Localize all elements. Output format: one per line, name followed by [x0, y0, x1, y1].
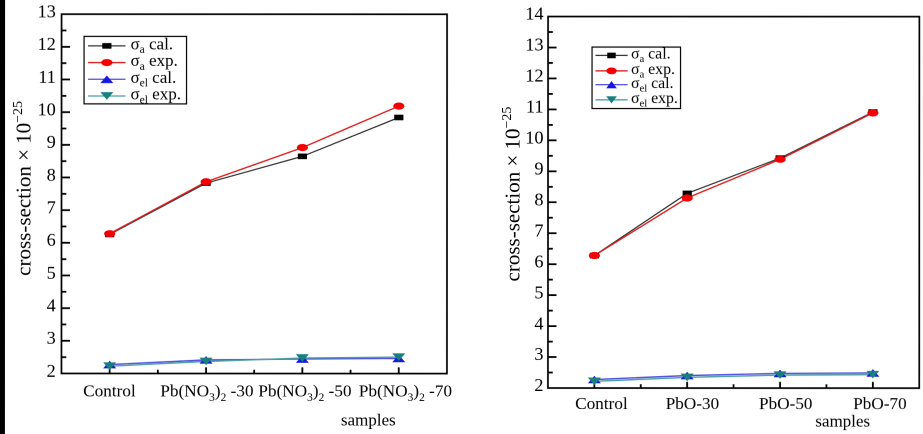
svg-text:3: 3: [47, 328, 56, 348]
svg-text:PbO-70: PbO-70: [853, 394, 906, 413]
svg-text:Pb(NO3)2 -30: Pb(NO3)2 -30: [160, 381, 253, 404]
svg-text:3: 3: [534, 344, 543, 364]
svg-text:13: 13: [38, 1, 56, 21]
svg-text:PbO-30: PbO-30: [666, 394, 719, 413]
svg-text:10: 10: [525, 128, 543, 148]
svg-text:8: 8: [47, 165, 56, 185]
svg-text:7: 7: [47, 197, 56, 217]
svg-text:4: 4: [534, 313, 543, 333]
svg-text:Control: Control: [83, 381, 136, 400]
svg-text:PbO-50: PbO-50: [759, 394, 812, 413]
svg-text:6: 6: [534, 251, 543, 271]
svg-text:Pb(NO3)2 -70: Pb(NO3)2 -70: [359, 381, 452, 404]
svg-text:2: 2: [47, 361, 56, 381]
svg-text:11: 11: [526, 97, 544, 117]
svg-text:Control: Control: [575, 394, 628, 413]
svg-text:samples: samples: [815, 411, 870, 430]
svg-text:11: 11: [38, 67, 56, 87]
svg-text:6: 6: [47, 230, 56, 250]
svg-text:Pb(NO3)2 -50: Pb(NO3)2 -50: [258, 381, 351, 404]
svg-text:12: 12: [525, 66, 543, 86]
svg-text:cross-section × 10−25: cross-section × 10−25: [500, 107, 525, 282]
svg-text:2: 2: [534, 375, 543, 395]
svg-text:9: 9: [534, 159, 543, 179]
svg-text:4: 4: [47, 295, 56, 315]
svg-text:5: 5: [534, 282, 543, 302]
svg-text:13: 13: [525, 35, 543, 55]
svg-text:σel exp.: σel exp.: [131, 84, 181, 106]
svg-text:9: 9: [47, 132, 56, 152]
svg-text:σel cal.: σel cal.: [631, 75, 673, 95]
svg-text:5: 5: [47, 263, 56, 283]
svg-text:cross-section × 10−25: cross-section × 10−25: [11, 101, 36, 276]
svg-text:σel exp.: σel exp.: [631, 90, 678, 110]
svg-text:8: 8: [534, 189, 543, 209]
svg-text:samples: samples: [341, 411, 396, 430]
svg-text:7: 7: [534, 220, 543, 240]
svg-text:14: 14: [525, 4, 543, 24]
svg-text:10: 10: [38, 99, 56, 119]
svg-text:12: 12: [38, 34, 56, 54]
